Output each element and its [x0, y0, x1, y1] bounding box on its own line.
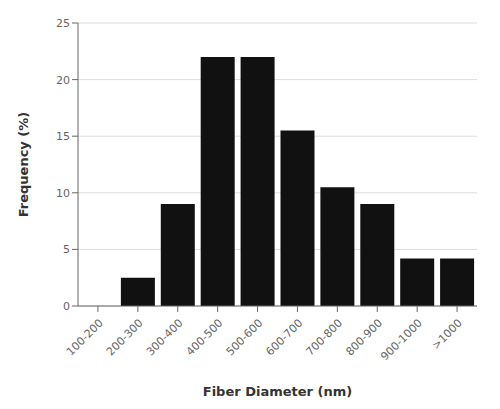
svg-text:700-800: 700-800	[303, 317, 345, 359]
svg-text:400-500: 400-500	[184, 317, 226, 359]
svg-text:100-200: 100-200	[64, 317, 106, 359]
svg-text:200-300: 200-300	[104, 317, 146, 359]
svg-text:15: 15	[56, 130, 70, 143]
svg-text:5: 5	[63, 243, 70, 256]
svg-text:800-900: 800-900	[343, 317, 385, 359]
svg-text:Fiber Diameter (nm): Fiber Diameter (nm)	[203, 384, 352, 399]
svg-text:25: 25	[56, 17, 70, 30]
svg-text:20: 20	[56, 74, 70, 87]
svg-text:Frequency (%): Frequency (%)	[16, 112, 31, 218]
svg-text:>1000: >1000	[429, 317, 465, 353]
svg-text:500-600: 500-600	[224, 317, 266, 359]
svg-text:0: 0	[63, 300, 70, 313]
svg-text:900-1000: 900-1000	[378, 317, 425, 364]
svg-text:10: 10	[56, 187, 70, 200]
svg-text:600-700: 600-700	[264, 317, 306, 359]
svg-text:300-400: 300-400	[144, 317, 186, 359]
